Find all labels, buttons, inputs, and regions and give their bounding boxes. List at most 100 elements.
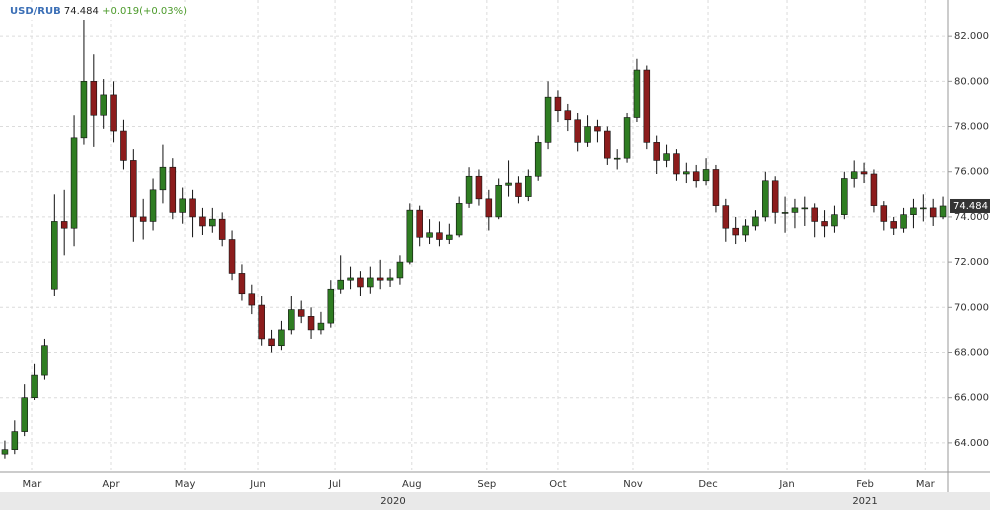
x-tick-label: Oct (549, 479, 566, 490)
year-band (0, 492, 990, 510)
candle-body (771, 180, 779, 213)
x-tick-label: Jun (249, 479, 266, 490)
candle-body (1, 449, 9, 455)
candle-body (70, 137, 78, 229)
candle-body (604, 130, 611, 159)
candle-body (120, 130, 127, 161)
candle-body (791, 207, 799, 213)
candle-body (406, 209, 414, 263)
y-tick-label: 68.000 (954, 348, 989, 359)
candle-body (31, 374, 38, 398)
header: USD/RUB 74.484 +0.019(+0.03%) (10, 6, 187, 17)
candle-body (130, 160, 137, 218)
candle-body (218, 218, 226, 240)
y-tick-label: 80.000 (954, 76, 989, 87)
candle-body (811, 207, 818, 222)
candle-body (920, 207, 927, 210)
candle-body (663, 153, 670, 161)
axes: 64.000 66.000 68.000 70.000 72.000 74.000 76.0… (23, 31, 990, 507)
candle-body (357, 277, 364, 288)
y-tick-label: 70.000 (954, 302, 989, 313)
candle-body (199, 216, 206, 227)
candle-body (327, 288, 335, 324)
candle-body (21, 397, 28, 432)
candle-body (939, 205, 947, 218)
x-tick-label: Sep (477, 479, 496, 490)
header-bg (0, 2, 205, 20)
candle-body (347, 277, 354, 281)
candle-body (801, 207, 809, 210)
candle-body (900, 214, 907, 229)
candle-body (51, 221, 58, 290)
candle-body (268, 338, 275, 347)
candle-body (554, 96, 562, 112)
x-tick-label: Mar (23, 479, 43, 490)
candle-body (100, 94, 107, 116)
candle-body (209, 218, 216, 227)
candle-body (910, 207, 917, 215)
candle-body (860, 171, 868, 175)
last-price-flag (950, 198, 990, 213)
candle-body (584, 126, 591, 143)
candle-body (90, 81, 98, 116)
grid (0, 0, 948, 470)
x-tick-label: Apr (102, 479, 120, 490)
candle-body (929, 207, 937, 218)
candle-body (544, 96, 552, 143)
candle-body (465, 175, 473, 204)
candle-body (762, 180, 769, 218)
candle-body (890, 221, 897, 229)
symbol: USD/RUB (10, 6, 61, 17)
candle-body (692, 171, 700, 182)
candle-body (149, 189, 157, 222)
y-tick-label: 74.000 (954, 212, 989, 223)
candle-body (11, 431, 19, 450)
candle-body (752, 216, 759, 227)
candle-body (574, 119, 581, 143)
candle-body (80, 81, 88, 139)
x-tick-label: Dec (698, 479, 717, 490)
y-tick-label: 78.000 (954, 122, 989, 133)
candle-body (623, 117, 631, 159)
x-tick-label: May (175, 479, 196, 490)
candles (1, 18, 947, 459)
candle-body (238, 273, 246, 295)
candle-body (475, 175, 483, 200)
candle-body (110, 94, 117, 132)
change: +0.019(+0.03%) (102, 6, 187, 17)
year-label: 2020 (380, 496, 405, 507)
candle-body (307, 316, 315, 331)
candle-body (248, 293, 256, 306)
candle-body (781, 212, 789, 214)
y-tick-label: 72.000 (954, 257, 989, 268)
y-tick-label: 66.000 (954, 393, 989, 404)
candle-body (228, 239, 236, 274)
candle-body (495, 184, 502, 218)
candle-body (41, 345, 48, 376)
candle-body (317, 322, 325, 331)
candle-body (297, 309, 305, 317)
candle-body (258, 304, 265, 340)
candle-body (564, 110, 572, 121)
x-tick-label: Feb (856, 479, 874, 490)
candle-body (278, 329, 285, 347)
y-tick-label: 82.000 (954, 31, 989, 42)
year-label: 2021 (852, 496, 877, 507)
candle-body (534, 142, 542, 177)
candle-body (179, 198, 186, 213)
candle-body (673, 153, 680, 175)
candle-body (643, 69, 651, 143)
last-price: 74.484 (64, 6, 99, 17)
y-tick-label: 76.000 (954, 167, 989, 178)
candle-body (337, 279, 344, 290)
candle-body (633, 69, 641, 118)
candle-body (722, 205, 730, 229)
candle-body (189, 198, 196, 218)
candle-body (446, 234, 453, 240)
candle-body (367, 277, 374, 288)
candle-body (396, 261, 404, 279)
x-tick-label: Nov (623, 479, 643, 490)
candle-body (880, 205, 888, 222)
